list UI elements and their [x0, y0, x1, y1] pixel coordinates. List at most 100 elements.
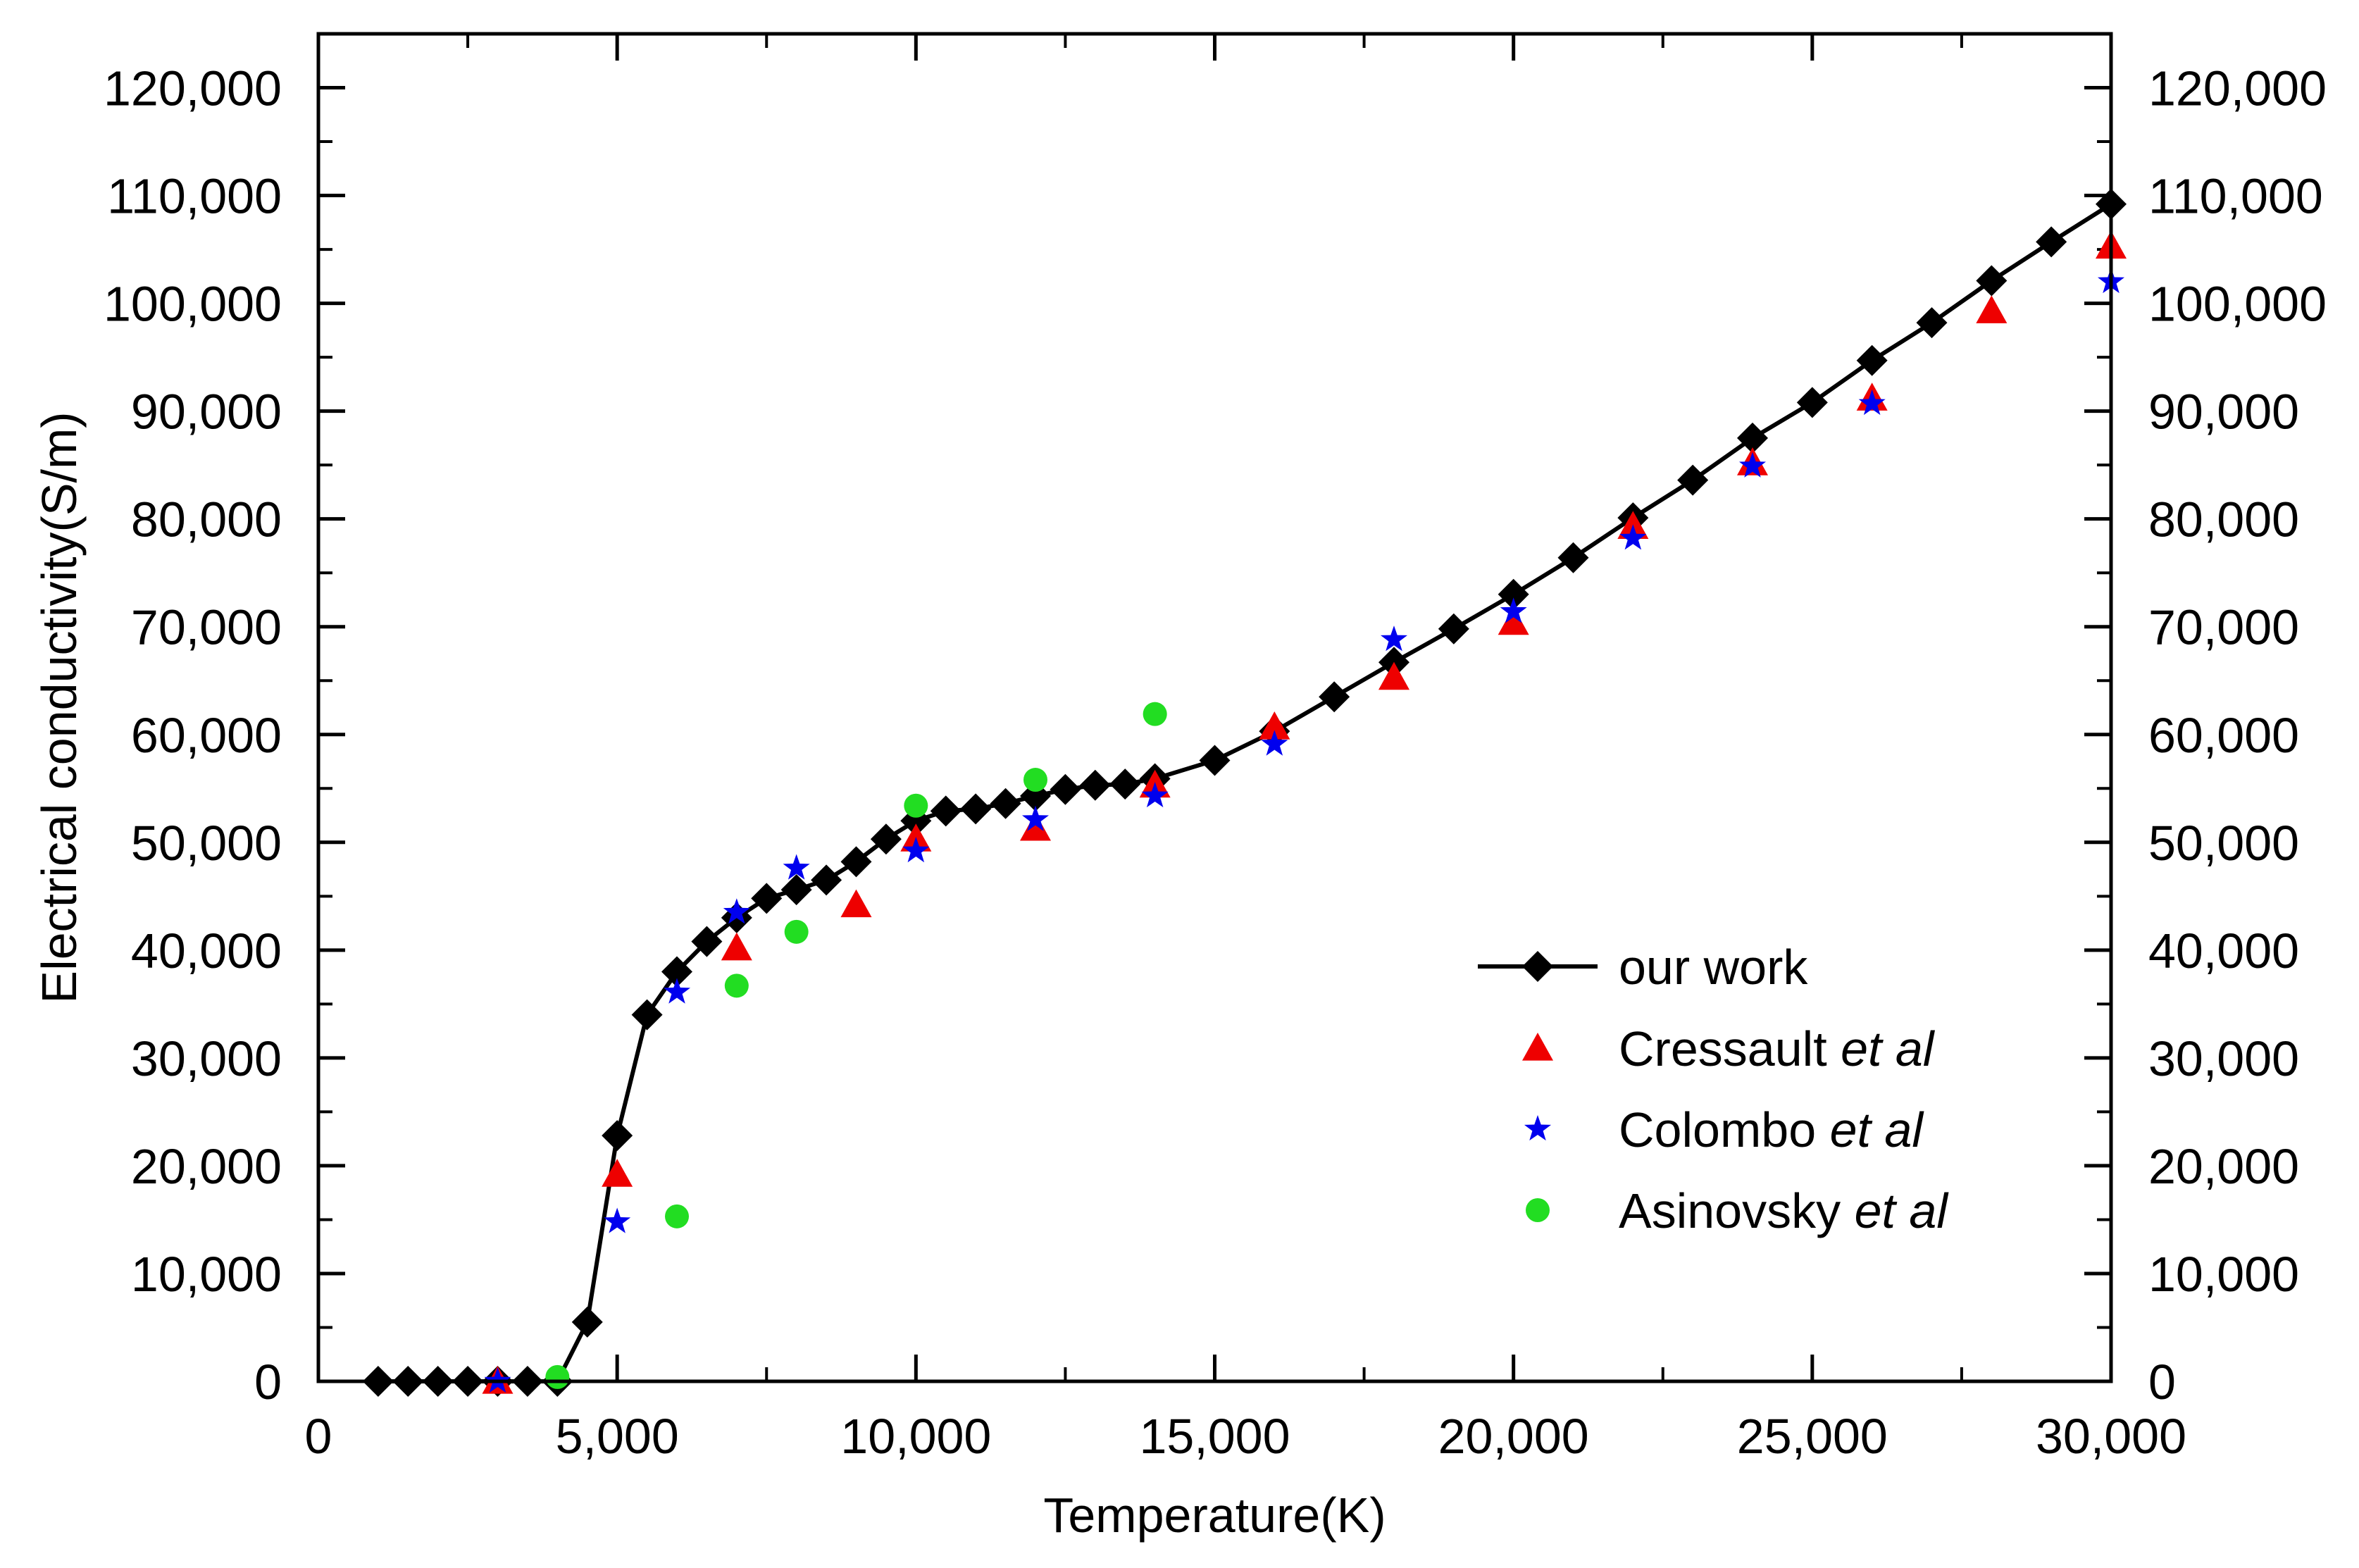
y-tick-label-right: 50,000: [2148, 816, 2299, 871]
data-point: [1619, 524, 1647, 550]
legend-entry: our work: [1478, 940, 1808, 995]
series-1: [482, 230, 2127, 1394]
y-tick-label-left: 10,000: [131, 1247, 282, 1302]
series-0: [362, 188, 2127, 1397]
y-tick-label-right: 70,000: [2148, 600, 2299, 655]
data-point: [1677, 464, 1709, 496]
legend-label-main: Cressault: [1619, 1021, 1841, 1076]
y-tick-label-left: 100,000: [104, 277, 282, 332]
x-tick-label: 20,000: [1438, 1409, 1589, 1464]
data-point: [1259, 711, 1290, 740]
data-point: [1020, 812, 1051, 841]
data-point: [604, 1207, 631, 1233]
data-point: [1141, 781, 1169, 808]
data-point: [1378, 661, 1409, 690]
y-tick-label-right: 120,000: [2148, 61, 2327, 116]
legend-entry: Asinovsky et al: [1526, 1183, 1949, 1238]
data-point: [1796, 387, 1828, 418]
data-point: [1916, 307, 1948, 339]
legend-label-main: our work: [1619, 940, 1808, 995]
legend-label-italic: et al: [1841, 1021, 1936, 1076]
y-tick-label-left: 40,000: [131, 923, 282, 978]
y-tick-label-right: 110,000: [2148, 169, 2323, 224]
data-point: [990, 788, 1021, 819]
data-point: [602, 1159, 633, 1187]
data-point: [751, 883, 783, 914]
data-point: [1738, 452, 1767, 478]
data-point: [1261, 730, 1288, 756]
data-point: [930, 795, 961, 827]
legend-label: Colombo et al: [1619, 1102, 1924, 1157]
data-point: [1319, 681, 1350, 713]
x-axis-title: Temperature(K): [1043, 1488, 1386, 1543]
y-tick-label-left: 120,000: [104, 61, 282, 116]
y-tick-label-left: 60,000: [131, 708, 282, 763]
y-tick-label-right: 100,000: [2148, 277, 2327, 332]
data-point: [1380, 626, 1408, 652]
legend-entry: Cressault et al: [1522, 1021, 1936, 1076]
data-point: [1737, 422, 1768, 454]
data-point: [1021, 805, 1050, 831]
legend-marker: [1526, 1198, 1550, 1222]
data-point: [904, 793, 928, 818]
x-tick-label: 25,000: [1737, 1409, 1888, 1464]
data-point: [721, 932, 752, 961]
y-tick-label-right: 30,000: [2148, 1031, 2299, 1086]
data-point: [1976, 295, 2008, 323]
data-point: [631, 999, 663, 1031]
legend-entry: Colombo et al: [1524, 1102, 1924, 1157]
plot-frame: [316, 32, 2113, 1383]
x-tick-label: 15,000: [1139, 1409, 1290, 1464]
y-tick-label-right: 80,000: [2148, 492, 2299, 547]
data-point: [1143, 702, 1167, 726]
data-point: [902, 837, 930, 863]
data-point: [1858, 389, 1886, 416]
data-point: [780, 874, 812, 906]
x-tick-label: 5,000: [556, 1409, 679, 1464]
legend-marker: [1522, 951, 1553, 982]
x-tick-label: 0: [305, 1409, 332, 1464]
y-tick-label-left: 70,000: [131, 600, 282, 655]
y-tick-label-right: 20,000: [2148, 1139, 2299, 1194]
legend-label-main: Asinovsky: [1619, 1183, 1855, 1238]
y-tick-label-left: 0: [254, 1355, 282, 1410]
data-point: [602, 1120, 633, 1152]
data-point: [1498, 606, 1529, 635]
x-tick-label: 10,000: [840, 1409, 991, 1464]
legend-label-italic: et al: [1855, 1183, 1950, 1238]
y-tick-label-right: 10,000: [2148, 1247, 2299, 1302]
y-tick-label-right: 90,000: [2148, 385, 2299, 440]
x-tick-label: 30,000: [2036, 1409, 2186, 1464]
data-point: [811, 864, 842, 896]
y-tick-label-left: 80,000: [131, 492, 282, 547]
data-point: [1438, 613, 1469, 645]
data-point: [1050, 773, 1081, 805]
data-point: [784, 919, 809, 944]
legend-marker: [1522, 1033, 1553, 1061]
legend-label-main: Colombo: [1619, 1102, 1830, 1157]
y-tick-label-right: 40,000: [2148, 923, 2299, 978]
data-point: [1557, 542, 1589, 573]
legend-marker: [1524, 1115, 1552, 1141]
legend-label: Cressault et al: [1619, 1021, 1936, 1076]
data-point: [1199, 745, 1231, 776]
legend-label: Asinovsky et al: [1619, 1183, 1949, 1238]
data-point: [1023, 768, 1047, 792]
legend-label-italic: et al: [1830, 1102, 1925, 1157]
data-point: [1498, 578, 1529, 610]
y-tick-label-left: 50,000: [131, 816, 282, 871]
data-point: [870, 823, 902, 855]
data-point: [691, 926, 723, 957]
y-tick-label-left: 20,000: [131, 1139, 282, 1194]
data-point: [1079, 769, 1111, 801]
data-point: [665, 1204, 689, 1228]
data-point: [1500, 597, 1527, 623]
data-point: [1856, 344, 1888, 376]
data-point: [1976, 265, 2008, 297]
y-tick-label-right: 0: [2148, 1355, 2176, 1410]
data-point: [723, 898, 750, 924]
